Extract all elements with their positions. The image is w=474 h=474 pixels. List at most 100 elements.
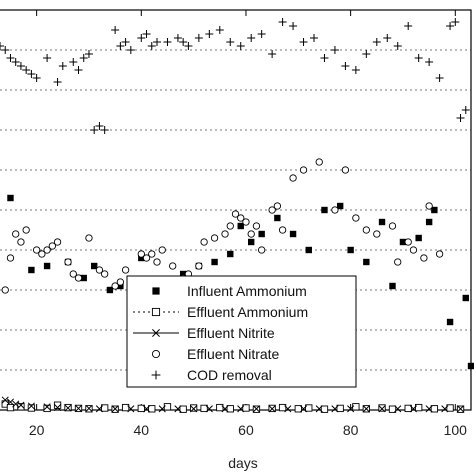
series-effluent-nitrate [1, 158, 444, 294]
cod-removal-point [435, 74, 444, 82]
x-tick-label: 100 [444, 422, 468, 438]
effluent-nitrite-point [95, 405, 103, 413]
cod-removal-point [446, 22, 455, 30]
effluent-ammonium-point [336, 404, 344, 413]
effluent-nitrate-point [425, 202, 433, 210]
effluent-nitrite-point [190, 405, 198, 413]
cod-removal-point [1, 46, 10, 54]
cod-removal-point [142, 30, 151, 38]
effluent-ammonium-point [378, 404, 386, 412]
effluent-nitrate-point [38, 250, 46, 258]
cod-removal-point [100, 126, 109, 134]
influent-ammonium-point [258, 230, 265, 238]
influent-ammonium-point [91, 262, 98, 270]
influent-ammonium-point [446, 318, 454, 326]
effluent-nitrate-point [43, 246, 51, 254]
effluent-nitrate-point [210, 234, 219, 242]
effluent-nitrate-point [32, 246, 41, 254]
effluent-nitrate-point [85, 234, 93, 242]
effluent-nitrate-point [247, 230, 255, 238]
influent-ammonium-point [389, 282, 396, 290]
effluent-nitrate-point [101, 270, 109, 278]
effluent-nitrate-point [17, 238, 25, 246]
cod-removal-point [90, 126, 99, 134]
data-markers [0, 18, 474, 413]
effluent-ammonium-point [305, 404, 313, 412]
effluent-nitrate-point [74, 274, 83, 282]
effluent-nitrate-point [362, 226, 370, 234]
effluent-nitrate-point [435, 250, 444, 258]
effluent-ammonium-point [179, 405, 187, 413]
effluent-ammonium-point [294, 405, 302, 413]
effluent-nitrite-point [347, 405, 355, 413]
legend-box [126, 275, 357, 388]
cod-removal-point [111, 26, 120, 34]
influent-ammonium-point [462, 294, 469, 302]
effluent-nitrite-point [331, 405, 339, 413]
effluent-nitrate-point [315, 158, 323, 166]
cod-removal-point [27, 70, 36, 78]
effluent-nitrite-point [441, 405, 449, 413]
cod-removal-point [299, 38, 308, 46]
effluent-nitrate-point [200, 238, 208, 246]
effluent-ammonium-point [121, 403, 130, 412]
effluent-ammonium-point [278, 403, 287, 412]
cod-removal-point [53, 78, 62, 86]
legend-marker-cod-removal [151, 370, 161, 380]
legend-label: Influent Ammonium [187, 283, 307, 299]
legend-label: COD removal [187, 367, 272, 383]
effluent-nitrate-point [121, 266, 130, 274]
x-tick-label: 20 [29, 422, 45, 438]
effluent-ammonium-point [6, 403, 15, 412]
cod-removal-point [184, 42, 193, 50]
effluent-nitrate-point [268, 206, 276, 214]
influent-ammonium-point [336, 202, 344, 210]
cod-removal-point [6, 54, 15, 62]
effluent-nitrate-point [142, 254, 151, 262]
effluent-nitrate-point [299, 166, 308, 174]
legend-label: Effluent Ammonium [187, 304, 308, 320]
effluent-nitrite-point [456, 405, 465, 413]
effluent-nitrate-point [331, 206, 339, 214]
influent-ammonium-point [28, 266, 35, 274]
effluent-nitrate-point [137, 250, 145, 258]
effluent-nitrite-point [299, 405, 308, 413]
cod-removal-point [425, 58, 434, 66]
influent-ammonium-point [274, 214, 281, 222]
cod-removal-point [79, 54, 88, 62]
influent-ammonium-point [378, 218, 386, 226]
effluent-nitrate-point [48, 242, 56, 250]
x-tick-label: 80 [343, 422, 359, 438]
effluent-nitrite-point [378, 405, 386, 413]
effluent-nitrite-point [237, 405, 245, 413]
cod-removal-point [461, 106, 470, 114]
series-effluent-nitrite [1, 396, 465, 413]
cod-removal-point [341, 62, 350, 70]
effluent-ammonium-point [137, 404, 145, 413]
effluent-nitrite-point [64, 404, 72, 412]
effluent-nitrate-point [153, 258, 161, 266]
effluent-ammonium-point [226, 405, 234, 413]
effluent-ammonium-point [446, 404, 454, 412]
cod-removal-point [58, 62, 67, 70]
effluent-ammonium-point [17, 403, 25, 411]
effluent-nitrite-point [54, 404, 62, 412]
cod-removal-point [126, 46, 135, 54]
influent-ammonium-point [347, 246, 354, 254]
effluent-nitrite-point [6, 398, 15, 406]
effluent-ammonium-point [430, 405, 439, 413]
cod-removal-point [163, 38, 172, 46]
effluent-nitrite-point [27, 402, 35, 410]
effluent-nitrate-point [252, 222, 261, 230]
effluent-ammonium-point [101, 404, 109, 412]
influent-ammonium-point [425, 218, 433, 226]
effluent-nitrate-point [341, 166, 350, 174]
plot-frame [0, 9, 472, 411]
legend-label: Effluent Nitrite [187, 325, 275, 341]
influent-ammonium-point [106, 286, 114, 294]
influent-ammonium-point [431, 206, 438, 214]
effluent-nitrite-point [158, 405, 166, 413]
effluent-ammonium-point [148, 405, 156, 413]
effluent-nitrite-point [284, 405, 292, 413]
